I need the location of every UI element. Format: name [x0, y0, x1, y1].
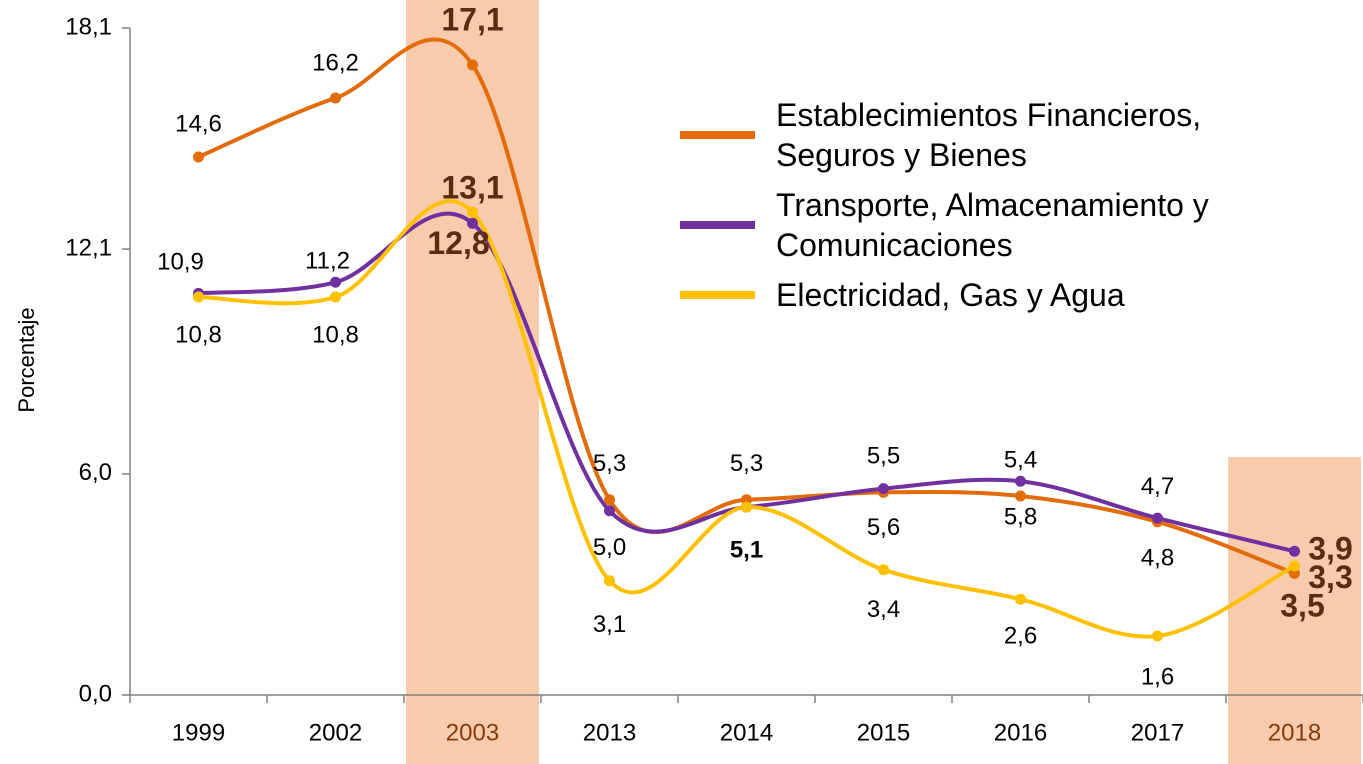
y-tick-label: 6,0	[79, 459, 112, 486]
series-line	[198, 199, 1296, 639]
data-point	[1015, 593, 1026, 605]
legend: Establecimientos Financieros, Seguros y …	[680, 95, 1240, 325]
data-point	[467, 217, 478, 229]
x-tick-label: 2018	[1268, 719, 1321, 746]
x-tick-label: 2013	[583, 719, 636, 746]
y-axis-label: Porcentaje	[14, 307, 39, 412]
legend-item: Establecimientos Financieros, Seguros y …	[680, 95, 1240, 175]
data-label: 5,5	[867, 443, 900, 470]
data-point	[1289, 545, 1300, 557]
legend-label: Establecimientos Financieros, Seguros y …	[776, 97, 1202, 173]
data-label: 1,6	[1141, 663, 1174, 690]
data-point	[604, 575, 615, 587]
x-tick-label: 2017	[1131, 719, 1184, 746]
data-label: 5,3	[593, 450, 626, 477]
data-label: 10,8	[312, 321, 359, 348]
data-label: 17,1	[441, 1, 503, 37]
data-label: 12,8	[427, 225, 489, 261]
data-label: 5,8	[1004, 504, 1037, 531]
data-label: 4,8	[1141, 544, 1174, 571]
legend-swatch	[680, 131, 755, 139]
y-tick-label: 0,0	[79, 680, 112, 707]
data-label: 4,7	[1141, 473, 1174, 500]
data-point	[878, 483, 889, 495]
data-point	[604, 494, 615, 506]
legend-label: Electricidad, Gas y Agua	[776, 277, 1125, 313]
data-label: 3,3	[1308, 559, 1352, 595]
data-label: 10,9	[157, 249, 204, 276]
x-tick-label: 2002	[309, 719, 362, 746]
data-point	[1289, 560, 1300, 572]
legend-swatch	[680, 221, 755, 229]
data-label: 13,1	[441, 170, 503, 206]
data-point	[330, 92, 341, 104]
data-label: 5,1	[730, 536, 763, 563]
highlight-band	[1228, 457, 1361, 764]
data-label: 5,6	[867, 514, 900, 541]
data-label: 2,6	[1004, 623, 1037, 650]
x-tick-label: 2014	[720, 719, 773, 746]
data-label: 16,2	[312, 49, 359, 76]
highlight-band	[406, 0, 539, 764]
data-point	[193, 151, 204, 163]
data-label: 5,3	[730, 450, 763, 477]
data-label: 11,2	[305, 248, 350, 275]
x-tick-label: 2015	[857, 719, 910, 746]
data-point	[741, 501, 752, 513]
data-label: 5,0	[593, 534, 626, 561]
y-tick-label: 12,1	[65, 234, 112, 261]
data-point	[467, 206, 478, 218]
x-tick-label: 2003	[446, 719, 499, 746]
data-point	[604, 505, 615, 517]
data-point	[878, 564, 889, 576]
legend-item: Transporte, Almacenamiento y Comunicacio…	[680, 185, 1240, 265]
legend-item: Electricidad, Gas y Agua	[680, 275, 1240, 315]
data-label: 10,8	[175, 321, 222, 348]
data-point	[330, 276, 341, 288]
highlight-layer	[406, 0, 1361, 764]
x-tick-label: 1999	[172, 719, 225, 746]
legend-label: Transporte, Almacenamiento y Comunicacio…	[776, 187, 1209, 263]
data-point	[330, 291, 341, 303]
data-point	[1015, 475, 1026, 487]
data-label: 14,6	[175, 110, 222, 137]
data-label: 3,5	[1280, 587, 1324, 623]
x-tick-label: 2016	[994, 719, 1047, 746]
data-label: 3,1	[593, 611, 626, 638]
y-tick-label: 18,1	[65, 13, 112, 40]
data-label: 3,4	[867, 596, 900, 623]
data-point	[1015, 490, 1026, 502]
data-point	[467, 59, 478, 71]
data-point	[193, 291, 204, 303]
data-label: 5,4	[1004, 446, 1037, 473]
data-label: 3,9	[1308, 531, 1352, 567]
data-point	[1152, 630, 1163, 642]
data-point	[1152, 512, 1163, 524]
legend-swatch	[680, 291, 755, 299]
